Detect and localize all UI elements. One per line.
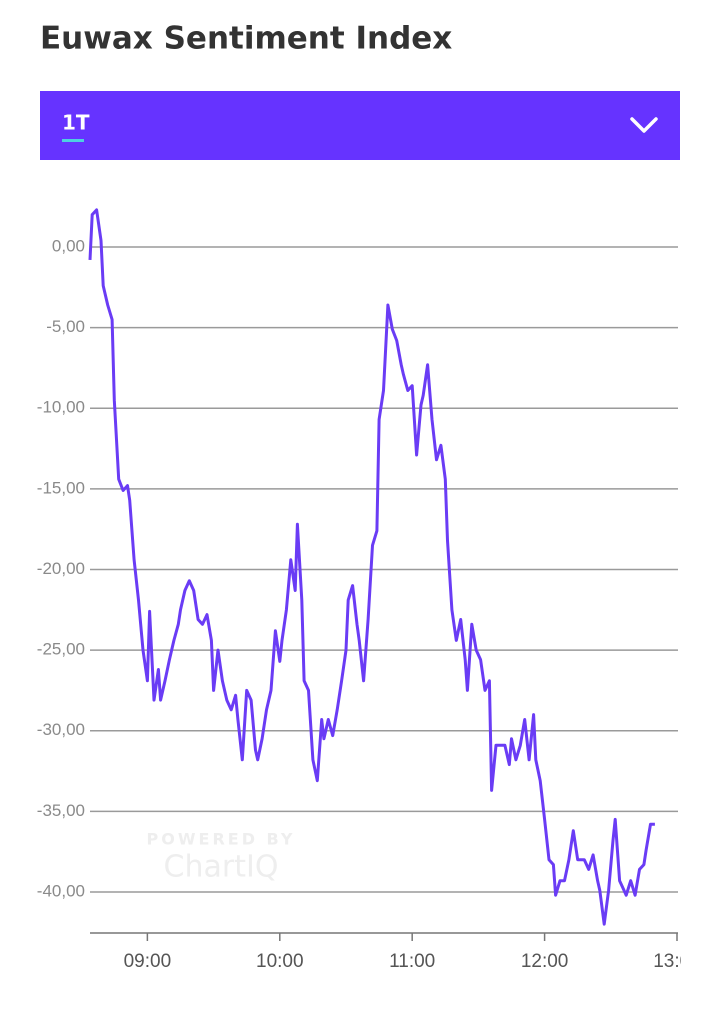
series-line <box>88 208 655 926</box>
watermark: POWERED BY <box>147 830 296 849</box>
x-tick-label: 09:00 <box>124 951 172 972</box>
dropdown-chevron[interactable] <box>630 117 658 133</box>
x-tick-label: 12:00 <box>521 951 569 972</box>
x-tick-label: 13:00 <box>653 951 701 972</box>
y-tick-label: -25,00 <box>37 640 85 659</box>
tab-underline <box>62 139 84 142</box>
watermark-logo: ChartIQ <box>164 850 279 885</box>
y-tick-label: -10,00 <box>37 398 85 417</box>
x-tick-label: 11:00 <box>389 951 435 972</box>
y-tick-label: -20,00 <box>37 559 85 578</box>
y-tick-label: -5,00 <box>46 317 85 336</box>
x-tick-label: 10:00 <box>256 951 304 972</box>
y-tick-label: -35,00 <box>37 801 85 820</box>
y-tick-label: -40,00 <box>37 881 85 900</box>
range-tab[interactable]: 1T <box>62 111 90 135</box>
range-bar <box>40 91 680 160</box>
y-tick-label: 0,00 <box>52 236 85 255</box>
y-tick-label: -15,00 <box>37 478 85 497</box>
y-tick-label: -30,00 <box>37 720 85 739</box>
page-title: Euwax Sentiment Index <box>40 21 452 57</box>
